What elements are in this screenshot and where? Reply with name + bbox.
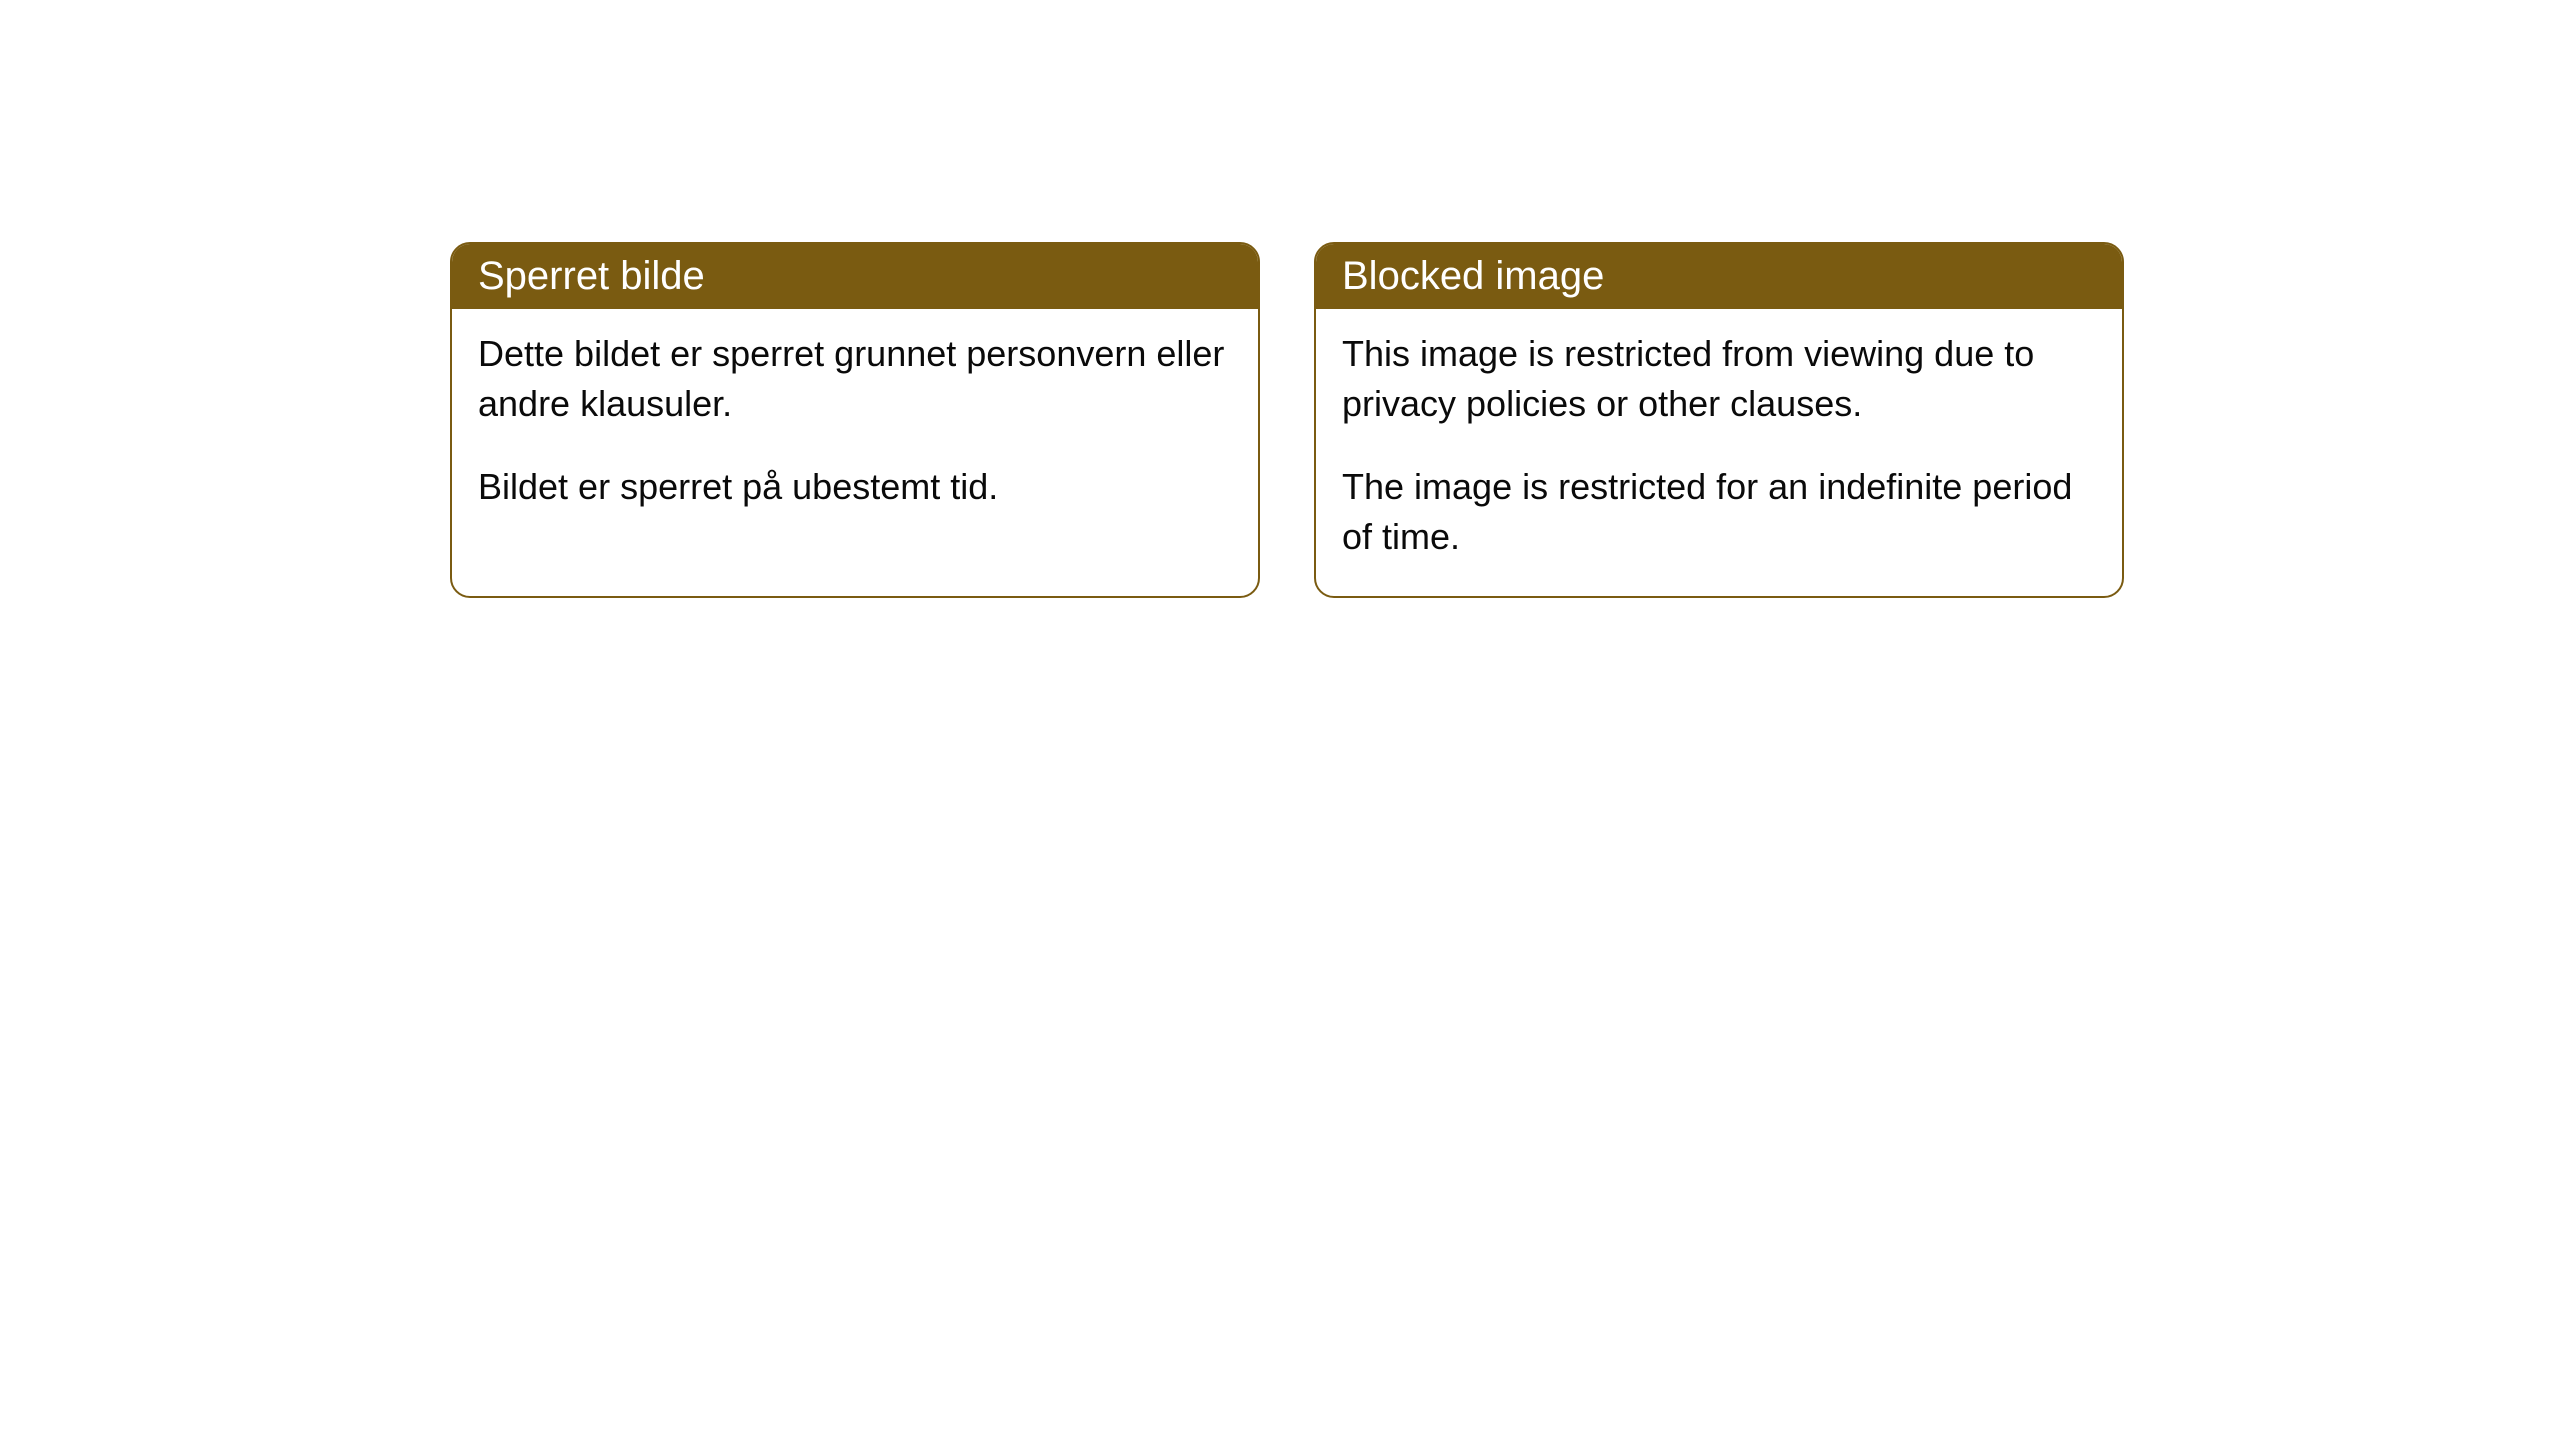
- card-paragraph: This image is restricted from viewing du…: [1342, 329, 2096, 428]
- card-title: Blocked image: [1342, 254, 1604, 298]
- notice-cards-container: Sperret bilde Dette bildet er sperret gr…: [450, 242, 2124, 598]
- card-body: Dette bildet er sperret grunnet personve…: [452, 309, 1258, 546]
- card-paragraph: The image is restricted for an indefinit…: [1342, 462, 2096, 561]
- card-header: Blocked image: [1316, 244, 2122, 309]
- card-header: Sperret bilde: [452, 244, 1258, 309]
- card-title: Sperret bilde: [478, 254, 705, 298]
- card-body: This image is restricted from viewing du…: [1316, 309, 2122, 596]
- notice-card-norwegian: Sperret bilde Dette bildet er sperret gr…: [450, 242, 1260, 598]
- notice-card-english: Blocked image This image is restricted f…: [1314, 242, 2124, 598]
- card-paragraph: Bildet er sperret på ubestemt tid.: [478, 462, 1232, 512]
- card-paragraph: Dette bildet er sperret grunnet personve…: [478, 329, 1232, 428]
